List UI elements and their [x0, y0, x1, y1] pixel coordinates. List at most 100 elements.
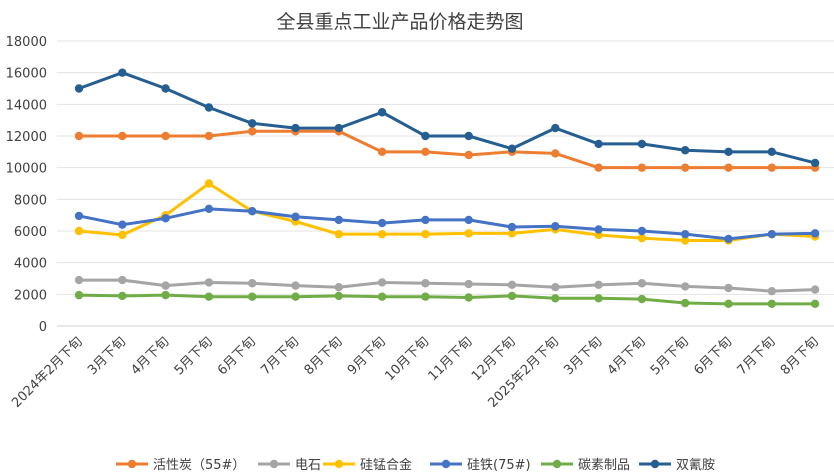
data-point [681, 236, 690, 245]
legend-marker [334, 459, 344, 469]
data-point [161, 131, 170, 141]
data-point [334, 291, 343, 301]
data-point [334, 215, 343, 225]
data-point [421, 147, 430, 157]
data-point [767, 299, 776, 309]
series-group [74, 275, 820, 296]
data-point [118, 291, 127, 301]
legend-label: 硅锰合金 [360, 457, 412, 473]
data-point [118, 131, 127, 141]
legend-item: 电石 [258, 458, 321, 473]
data-point [204, 179, 214, 188]
y-tick-label: 4000 [14, 257, 47, 272]
data-point [507, 144, 517, 153]
data-point [74, 84, 84, 93]
series-group [74, 68, 820, 168]
data-point [74, 131, 84, 141]
data-point [551, 123, 560, 133]
data-point [594, 139, 603, 149]
data-point [507, 280, 517, 290]
data-point [421, 215, 430, 225]
data-point [637, 294, 647, 304]
data-point [810, 285, 820, 294]
chart-title: 全县重点工业产品价格走势图 [276, 11, 523, 33]
data-point [724, 234, 733, 244]
data-point [551, 222, 560, 231]
data-point [724, 299, 733, 309]
y-tick-label: 12000 [6, 130, 47, 145]
data-point [248, 119, 257, 128]
data-point [637, 163, 647, 172]
data-point [161, 290, 170, 300]
y-tick-label: 10000 [6, 162, 47, 177]
data-point [377, 147, 387, 157]
series-line [77, 71, 817, 165]
x-tick-label: 3月下旬 [85, 334, 129, 378]
data-point [507, 229, 517, 238]
data-point [681, 282, 690, 291]
data-point [74, 275, 84, 285]
y-tick-label: 0 [39, 320, 47, 335]
y-tick-label: 18000 [6, 35, 47, 50]
data-point [767, 229, 776, 239]
data-point [464, 229, 473, 238]
data-point [681, 298, 690, 308]
legend-marker [441, 459, 451, 469]
data-point [74, 226, 84, 236]
y-tick-label: 6000 [14, 225, 47, 240]
data-point [767, 147, 776, 157]
data-point [551, 149, 560, 158]
data-point [464, 293, 473, 302]
x-tick-label: 4月下旬 [128, 334, 172, 378]
data-point [464, 131, 473, 141]
data-point [377, 108, 387, 117]
data-point [637, 279, 647, 288]
data-point [204, 204, 214, 214]
y-tick-label: 8000 [14, 193, 47, 208]
data-point [594, 280, 603, 290]
x-tick-label: 7月下旬 [735, 334, 779, 378]
data-point [594, 294, 603, 303]
data-point [118, 220, 127, 229]
data-point [810, 158, 820, 168]
data-point [334, 123, 343, 133]
data-point [334, 229, 343, 239]
x-tick-label: 3月下旬 [561, 334, 605, 378]
data-point [507, 291, 517, 301]
data-point [161, 214, 170, 223]
data-point [291, 212, 300, 221]
data-point [74, 211, 84, 221]
legend-marker [269, 459, 279, 469]
x-tick-label: 8月下旬 [302, 334, 346, 378]
data-point [681, 146, 690, 155]
data-point [507, 222, 517, 232]
data-point [204, 278, 214, 287]
x-tick-label: 8月下旬 [778, 334, 822, 378]
data-point [291, 123, 300, 133]
y-tick-label: 14000 [6, 98, 47, 113]
series-line [77, 182, 817, 242]
y-tick-label: 2000 [14, 288, 47, 303]
data-point [421, 131, 430, 141]
series-line [77, 207, 817, 241]
series-group [74, 290, 820, 309]
data-point [464, 150, 473, 160]
data-point [637, 139, 647, 149]
x-tick-label: 10月下旬 [382, 334, 432, 384]
x-tick-label: 4月下旬 [605, 334, 649, 378]
legend-marker [552, 459, 562, 469]
x-tick-label: 5月下旬 [172, 334, 216, 378]
legend-label: 活性炭（55#） [153, 458, 245, 473]
data-point [291, 292, 300, 301]
data-point [637, 226, 647, 236]
data-point [681, 163, 690, 172]
data-point [291, 281, 300, 290]
data-point [724, 283, 733, 293]
data-point [377, 292, 387, 301]
series-layer [74, 68, 820, 309]
legend-marker [650, 459, 660, 469]
data-point [204, 292, 214, 301]
data-point [74, 290, 84, 300]
legend-item: 活性炭（55#） [116, 458, 245, 473]
